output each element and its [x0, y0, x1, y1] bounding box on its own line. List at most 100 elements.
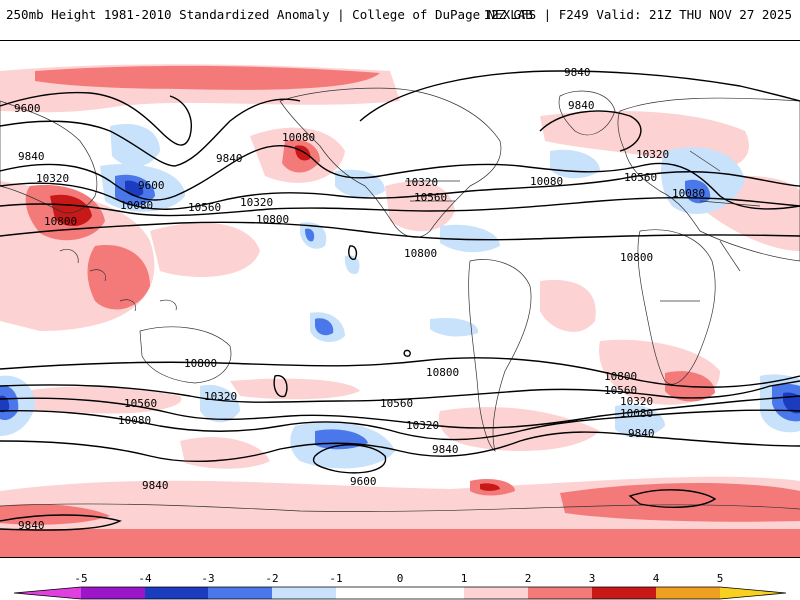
contour-label: 10560: [604, 384, 637, 397]
contour-label: 10560: [414, 191, 447, 204]
map-title: 250mb Height 1981-2010 Standardized Anom…: [6, 7, 533, 22]
colorbar-tick: -3: [201, 572, 215, 585]
contour-labels: 9840 9600 9840 9840 9840 10320 10080 960…: [14, 66, 705, 532]
colorbar-strip: [13, 586, 787, 600]
map-panel[interactable]: 9840 9600 9840 9840 9840 10320 10080 960…: [0, 40, 800, 558]
anomaly-blob: [0, 504, 110, 525]
colorbar-segment: [528, 587, 592, 599]
contour-10080-north: [0, 145, 800, 210]
north-america-coast: [279, 87, 502, 238]
contour-9600-north: [0, 91, 192, 146]
greenland-coast: [558, 90, 616, 136]
contour-10320-north: [0, 171, 800, 210]
anomaly-map: 9840 9600 9840 9840 9840 10320 10080 960…: [0, 64, 800, 557]
run-valid-time: 12Z GFS | F249 Valid: 21Z THU NOV 27 202…: [483, 7, 792, 22]
contour-label: 9840: [564, 66, 591, 79]
contour-label: 10800: [184, 357, 217, 370]
contour-label: 10800: [256, 213, 289, 226]
anomaly-blob: [50, 194, 92, 227]
anomaly-blob: [230, 378, 360, 400]
anomaly-blob: [125, 180, 144, 197]
contour-10560-north: [0, 196, 800, 217]
eurasia-coast: [617, 97, 800, 262]
anomaly-blob: [87, 245, 150, 310]
contour-closed-south: [273, 374, 288, 398]
colorbar-tick: 5: [716, 572, 724, 585]
colorbar-tick: 1: [460, 572, 468, 585]
contour-label: 9600: [138, 179, 165, 192]
anomaly-blob: [315, 318, 334, 336]
contour-9840-arctic: [359, 70, 800, 122]
anomaly-colorbar: -5 -4 -3 -2 -1 0 1 2 3 4 5: [0, 572, 800, 600]
colorbar-tick: -1: [329, 572, 343, 585]
contour-label: 10560: [380, 397, 413, 410]
anomaly-blob: [305, 228, 315, 242]
anomaly-blob: [0, 395, 10, 413]
height-contours: [0, 70, 800, 531]
anomaly-blob: [344, 255, 360, 275]
contour-label: 10560: [624, 171, 657, 184]
colorbar-segment: [656, 587, 720, 599]
contour-label: 10080: [118, 414, 151, 427]
maritime-islands: [59, 249, 177, 312]
contour-10560-south: [0, 380, 800, 403]
contour-label: 10320: [240, 196, 273, 209]
contour-label: 10560: [188, 201, 221, 214]
contour-closed-tiny: [403, 349, 411, 357]
colorbar-segment: [81, 587, 145, 599]
anomaly-blob: [200, 384, 240, 423]
contour-9840-antarctic: [0, 514, 122, 531]
contour-10800-north: [0, 221, 800, 241]
colorbar-tick: 4: [652, 572, 660, 585]
contour-label: 10320: [406, 419, 439, 432]
contour-closed-small: [348, 245, 358, 260]
contour-10320-south: [0, 395, 800, 429]
contour-9840-east-antarctic: [628, 489, 717, 508]
colorbar-arrow-left: [14, 587, 81, 599]
africa-coast: [637, 229, 716, 385]
contour-9840-greenland: [539, 110, 642, 152]
colorbar-tick: 3: [588, 572, 596, 585]
colorbar-tick: -5: [74, 572, 88, 585]
contour-label: 9840: [432, 443, 459, 456]
anomaly-blob: [0, 529, 800, 557]
colorbar-tick: -2: [265, 572, 279, 585]
south-america-coast: [468, 259, 532, 452]
colorbar-arrow-right: [720, 587, 786, 599]
colorbar-segment: [464, 587, 528, 599]
contour-label: 10800: [620, 251, 653, 264]
contour-9600-south: [312, 444, 387, 474]
colorbar-segment: [336, 587, 464, 599]
colorbar-tick: -4: [138, 572, 152, 585]
country-borders: [405, 150, 761, 302]
contour-label: 10800: [604, 370, 637, 383]
contour-label: 10320: [405, 176, 438, 189]
colorbar-segment: [145, 587, 208, 599]
anomaly-blob: [480, 483, 500, 491]
contour-label: 10320: [204, 390, 237, 403]
contour-label: 10320: [636, 148, 669, 161]
header: 250mb Height 1981-2010 Standardized Anom…: [0, 0, 800, 40]
contour-9840-south: [0, 431, 800, 462]
colorbar-tick: 0: [396, 572, 404, 585]
contour-label: 10080: [120, 199, 153, 212]
contour-label: 10800: [44, 215, 77, 228]
asia-west-coast: [0, 100, 98, 214]
contour-label: 10320: [620, 395, 653, 408]
anomaly-blob: [430, 317, 479, 337]
colorbar-tick: 2: [524, 572, 532, 585]
contour-label: 10080: [672, 187, 705, 200]
contour-label: 10560: [124, 397, 157, 410]
contour-label: 9840: [142, 479, 169, 492]
anomaly-blob: [550, 149, 600, 179]
colorbar-outline: [13, 586, 787, 600]
positive-anomaly-strong: [50, 145, 500, 491]
contour-label: 9840: [568, 99, 595, 112]
australia-coast: [139, 326, 232, 384]
contour-label: 9600: [14, 102, 41, 115]
contour-10080-south: [0, 409, 800, 441]
contour-label: 9840: [628, 427, 655, 440]
contour-label: 10800: [426, 366, 459, 379]
contour-label: 9840: [18, 519, 45, 532]
antarctica-coast: [0, 503, 800, 512]
